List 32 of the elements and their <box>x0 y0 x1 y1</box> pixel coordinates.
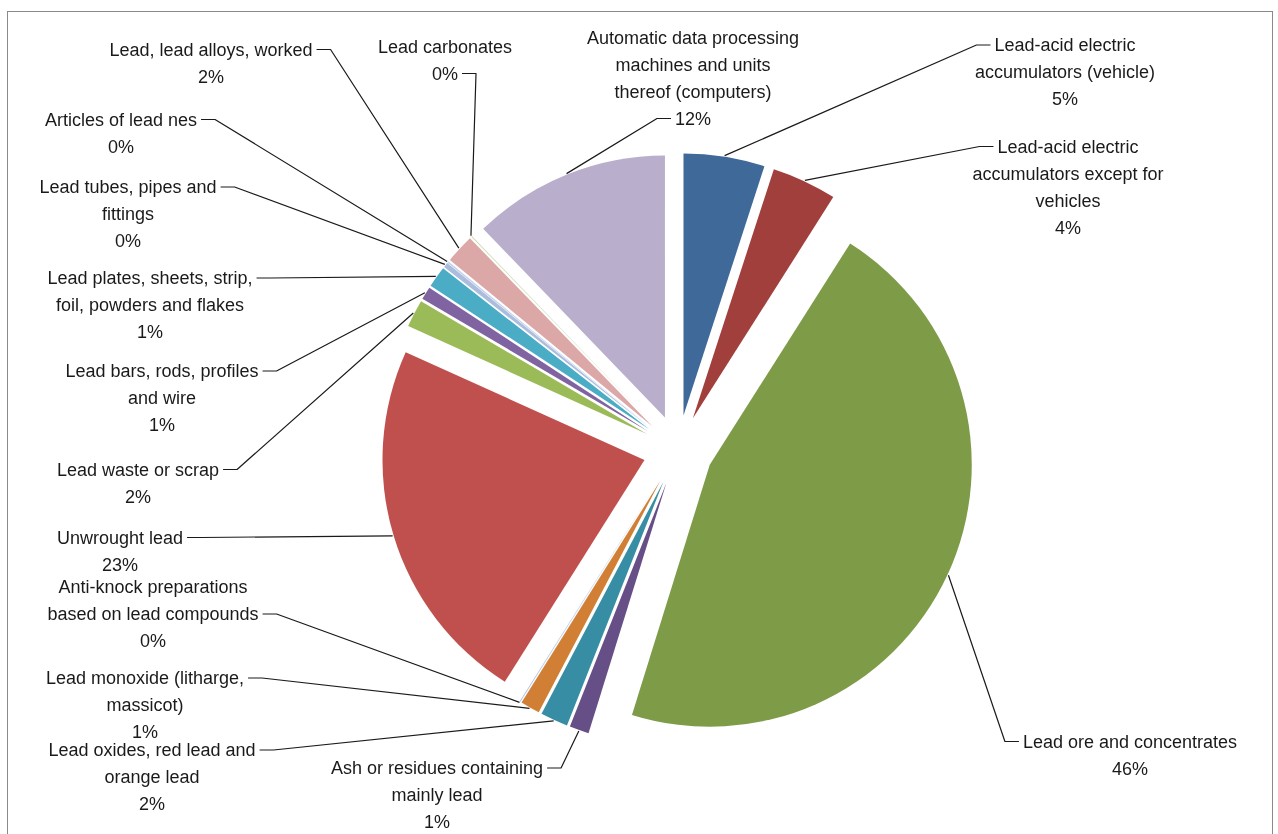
slice-label: Lead plates, sheets, strip, foil, powders and flakes <box>47 268 253 315</box>
data-label: 0% <box>431 63 459 84</box>
data-label: 1% <box>423 812 451 832</box>
slice-label: Lead ore and concentrates <box>1022 731 1238 752</box>
data-label: 0% <box>114 231 142 251</box>
slice-label: Unwrought lead <box>56 527 184 548</box>
slice-label: Lead-acid electric accumulators except for vehicles <box>972 136 1164 211</box>
slice-label: Lead monoxide (litharge, massicot) <box>45 668 245 715</box>
data-label: 23% <box>101 554 139 575</box>
slice-label: Anti-knock preparations based on lead compounds <box>47 577 259 624</box>
data-label: 2% <box>197 66 225 87</box>
slice-label: Lead tubes, pipes and fittings <box>39 177 217 224</box>
data-label: 0% <box>139 631 167 651</box>
slice-label: Lead, lead alloys, worked <box>109 39 313 60</box>
data-label: 46% <box>1111 758 1149 779</box>
slice-label: Automatic data processing machines and units thereof (computers) <box>586 27 800 102</box>
data-label: 2% <box>124 486 152 507</box>
data-label: 2% <box>138 794 166 814</box>
slice-label: Lead bars, rods, profiles and wire <box>65 361 259 408</box>
data-label: 12% <box>674 108 712 129</box>
slice-label: Ash or residues containing mainly lead <box>330 758 544 805</box>
data-label: 1% <box>131 722 159 742</box>
slice-label: Articles of lead nes <box>44 109 198 130</box>
slice-label: Lead oxides, red lead and orange lead <box>48 740 256 787</box>
data-label: 1% <box>136 322 164 342</box>
data-label: 4% <box>1054 217 1082 238</box>
data-label: 1% <box>148 415 176 435</box>
data-label: 0% <box>107 136 135 157</box>
slice-label: Lead-acid electric accumulators (vehicle) <box>974 35 1156 82</box>
slice-label: Lead waste or scrap <box>56 459 220 480</box>
slice-label: Lead carbonates <box>377 36 513 57</box>
data-label: 5% <box>1051 89 1079 109</box>
